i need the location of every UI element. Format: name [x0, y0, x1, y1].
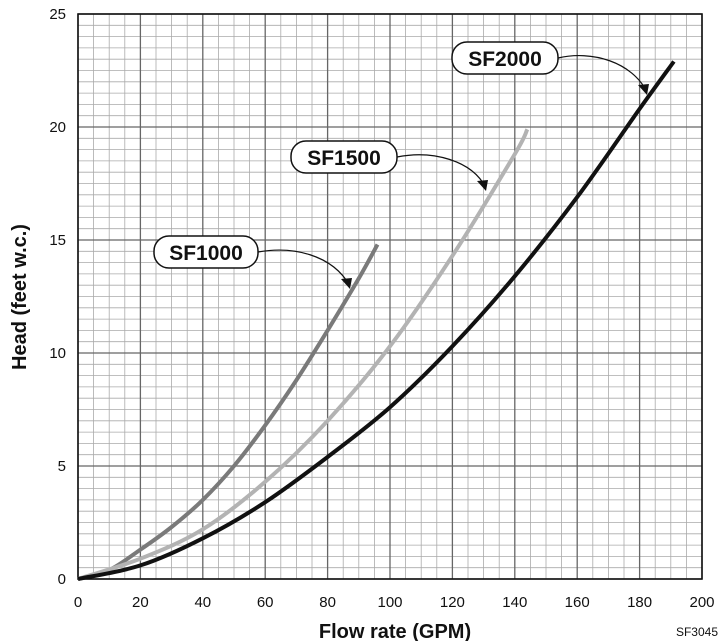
- x-tick-label: 100: [377, 594, 402, 611]
- x-tick-label: 200: [689, 594, 714, 611]
- y-tick-label: 10: [49, 345, 66, 362]
- x-tick-label: 180: [627, 594, 652, 611]
- series-label: SF1000: [169, 242, 243, 265]
- series-line-sf1000: [77, 243, 380, 581]
- callout-sf2000: SF2000: [451, 41, 649, 95]
- y-axis-title: Head (feet w.c.): [9, 224, 31, 370]
- plot-border: [77, 13, 703, 580]
- x-tick-label: 0: [74, 594, 82, 611]
- series-line-sf2000: [77, 60, 676, 581]
- y-tick-labels: 0 5 10 15 20 25: [49, 6, 66, 588]
- series-callouts: SF1000 SF1500 SF2000: [153, 41, 649, 289]
- x-tick-label: 60: [257, 594, 274, 611]
- x-tick-label: 140: [502, 594, 527, 611]
- callout-leader-line: [396, 154, 487, 189]
- callout-arrowhead: [341, 278, 352, 289]
- x-tick-label: 120: [440, 594, 465, 611]
- x-tick-label: 160: [565, 594, 590, 611]
- callout-sf1500: SF1500: [290, 140, 488, 191]
- y-tick-label: 5: [58, 458, 66, 475]
- y-tick-label: 0: [58, 571, 66, 588]
- x-axis-title: Flow rate (GPM): [319, 621, 471, 641]
- callout-arrowhead: [477, 180, 488, 191]
- x-tick-label: 20: [132, 594, 149, 611]
- callout-sf1000: SF1000: [153, 235, 352, 289]
- callout-leader-line: [557, 55, 648, 93]
- callout-box: [451, 41, 559, 75]
- plot-frame: [77, 13, 703, 580]
- callout-box: [290, 140, 398, 174]
- series-lines: [77, 60, 676, 581]
- x-tick-labels: 0 20 40 60 80 100 120 140 160 180 200: [74, 594, 715, 611]
- x-tick-label: 80: [319, 594, 336, 611]
- callout-arrowhead: [638, 84, 649, 95]
- series-label: SF1500: [307, 147, 381, 170]
- y-tick-label: 20: [49, 119, 66, 136]
- figure-code: SF3045: [676, 625, 718, 639]
- callout-leader-line: [257, 249, 351, 287]
- series-line-sf1500: [77, 128, 530, 581]
- y-tick-label: 15: [49, 232, 66, 249]
- y-tick-label: 25: [49, 6, 66, 23]
- callout-box: [153, 235, 259, 269]
- x-tick-label: 40: [194, 594, 211, 611]
- series-label: SF2000: [468, 48, 542, 71]
